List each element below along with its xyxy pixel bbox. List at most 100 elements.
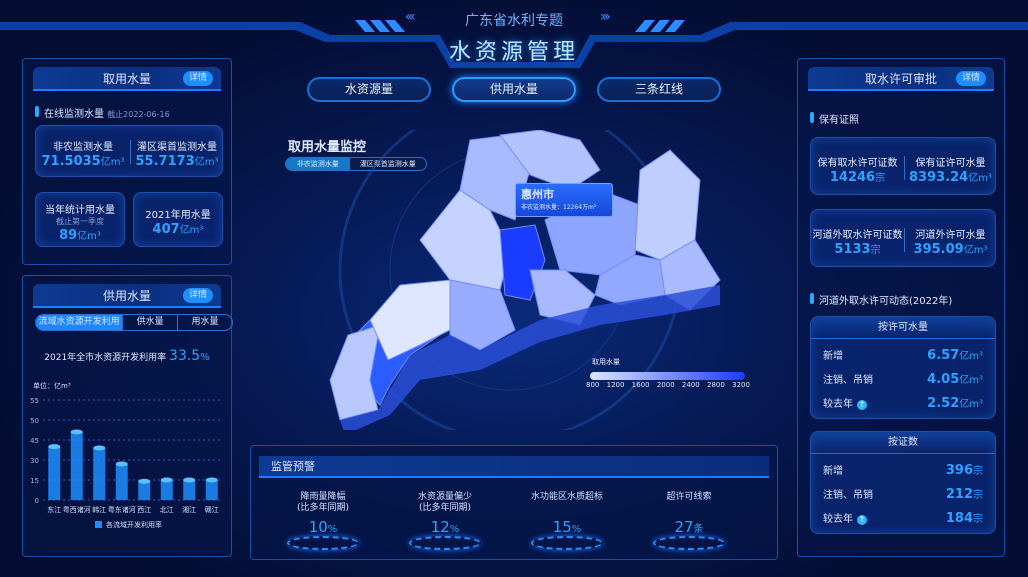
bar-cap <box>93 445 106 451</box>
stat-row: 注销、吊销 212宗 <box>823 486 983 502</box>
detail-button[interactable]: 详情 <box>183 71 213 86</box>
warning-sub <box>517 503 617 514</box>
bar-cap <box>138 478 151 484</box>
header-subtitle: 广东省水利专题 <box>465 13 563 29</box>
panel-header: 供用水量 详情 <box>33 284 221 308</box>
y-tick-label: 15 <box>30 477 39 485</box>
tab-basin-utilization[interactable]: 流域水资源开发利用 <box>36 315 123 330</box>
x-tick-label: 韩江 <box>92 505 106 514</box>
bar <box>205 480 218 500</box>
row-value: 2.52亿m³ <box>927 396 983 411</box>
warning-label: 水资源量偏少 <box>417 492 472 502</box>
legend-tick: 2400 <box>681 381 700 389</box>
y-tick-label: 0 <box>35 497 39 505</box>
y-tick-label: 30 <box>30 457 39 465</box>
section-title: 河道外取水许可动态(2022年) <box>810 292 952 307</box>
warning-item: 超许可线索 27条 <box>639 492 739 550</box>
header-decoration <box>0 20 1028 68</box>
arrow-up-icon: ↑ <box>857 400 867 410</box>
legend-tick: 1600 <box>631 381 650 389</box>
tab-use[interactable]: 用水量 <box>177 315 232 330</box>
x-tick-label: 赣江 <box>205 505 219 514</box>
supply-use-panel: 供用水量 详情 流域水资源开发利用 供水量 用水量 2021年全市水资源开发利用率… <box>22 275 233 557</box>
permit-approval-panel: 取水许可审批 详情 保有证照 保有取水许可证数 14246宗 保有证许可水量 8393… <box>797 58 1005 557</box>
tooltip-value: 非农监测水量：12264万m³ <box>521 204 597 211</box>
annual-stat-card: 当年统计用水量 截止第一季度 89亿m³ <box>35 192 125 247</box>
row-label: 新增 <box>823 466 843 477</box>
utilization-rate: 2021年全市水资源开发利用率 33.5% <box>44 348 210 364</box>
bar <box>183 480 196 500</box>
by-permit-count-box: 按证数 新增 396宗 注销、吊销 212宗 较去年 ↑ 184宗 <box>810 431 996 534</box>
divider <box>904 228 905 252</box>
box-title: 按许可水量 <box>811 317 995 339</box>
warning-item: 水功能区水质超标 15% <box>517 492 617 550</box>
offstream-permit-card: 河道外取水许可证数 5133宗 河道外许可水量 395.09亿m³ <box>810 209 996 267</box>
water-intake-panel: 取用水量 详情 在线监测水量 截止2022-06-16 非农监测水量 71.5035… <box>22 58 232 265</box>
stat-value: 14246宗 <box>829 170 886 185</box>
stat-row: 注销、吊销 4.05亿m³ <box>823 371 983 387</box>
row-value: 4.05亿m³ <box>927 372 983 387</box>
warning-sub: (比多年同期) <box>418 503 472 513</box>
bar <box>70 432 83 500</box>
ring-decoration <box>653 536 725 550</box>
panel-header: 取水许可审批 详情 <box>808 67 994 91</box>
warning-value: 10% <box>308 518 338 536</box>
bar <box>138 481 151 500</box>
stat-label: 保有证许可水量 <box>915 158 986 169</box>
panel-title: 取用水量 <box>102 72 151 86</box>
y-tick-label: 55 <box>30 397 39 405</box>
warning-value: 27条 <box>674 518 704 536</box>
tab-water-supply-use[interactable]: 供用水量 <box>452 77 576 102</box>
ring-decoration <box>531 536 603 550</box>
warning-sub: (比多年同期) <box>296 503 350 513</box>
ring-decoration <box>287 536 359 550</box>
tooltip-city: 惠州市 <box>521 188 554 201</box>
warning-label: 超许可线索 <box>666 492 712 502</box>
chevron-left-icon: ‹‹‹ <box>405 9 416 25</box>
row-label: 注销、吊销 <box>823 375 873 386</box>
detail-button[interactable]: 详情 <box>956 71 986 86</box>
permit-card: 保有取水许可证数 14246宗 保有证许可水量 8393.24亿m³ <box>810 137 996 195</box>
x-tick-label: 北江 <box>160 506 174 514</box>
bar-cap <box>160 477 173 483</box>
panel-title: 取水许可审批 <box>864 72 937 86</box>
tab-supply[interactable]: 供水量 <box>122 315 177 330</box>
year-2021-card: 2021年用水量 407亿m³ <box>133 192 223 247</box>
legend-tick: 2800 <box>707 381 725 389</box>
warning-label: 水功能区水质超标 <box>530 492 603 502</box>
bar <box>93 448 106 500</box>
tab-nonagri[interactable]: 非农监测水量 <box>286 158 350 170</box>
tab-three-red-lines[interactable]: 三条红线 <box>597 77 721 102</box>
stat-row: 较去年 ↑ 2.52亿m³ <box>823 395 983 411</box>
legend-tick: 3200 <box>732 381 750 389</box>
divider <box>130 140 131 164</box>
x-tick-label: 粤西诸河 <box>63 505 91 514</box>
y-axis-label: 单位：亿m³ <box>33 381 71 390</box>
bar <box>115 464 128 500</box>
row-label: 较去年 ↑ <box>823 514 867 525</box>
y-tick-label: 45 <box>30 437 39 445</box>
detail-button[interactable]: 详情 <box>183 288 213 303</box>
supply-tabs: 流域水资源开发利用 供水量 用水量 <box>35 314 233 331</box>
x-tick-label: 湘江 <box>182 505 196 514</box>
legend-swatch <box>95 521 102 528</box>
bar <box>160 480 173 500</box>
stat-label: 灌区渠首监测水量 <box>137 142 217 153</box>
warning-value: 12% <box>430 518 460 536</box>
stat-label: 河道外取水许可证数 <box>812 230 903 241</box>
ring-decoration <box>409 536 481 550</box>
tab-water-resources[interactable]: 水资源量 <box>307 77 431 102</box>
stat-value: 395.09亿m³ <box>913 242 988 257</box>
row-value: 6.57亿m³ <box>927 348 983 363</box>
warning-item: 降雨量降幅 (比多年同期) 10% <box>273 492 373 550</box>
guangdong-map <box>329 130 745 430</box>
supervision-warning-panel: 监管预警 降雨量降幅 (比多年同期) 10% 水资源量偏少 (比多年同期) 12% 水功能区… <box>250 445 778 560</box>
stat-value: 71.5035亿m³ <box>41 154 125 169</box>
map-tabs: 非农监测水量 灌区渠首监测水量 <box>285 157 427 171</box>
section-title: 在线监测水量 截止2022-06-16 <box>35 105 170 120</box>
tab-irrigation[interactable]: 灌区渠首监测水量 <box>349 158 426 170</box>
warning-value: 15% <box>552 518 582 536</box>
stat-note: 截止第一季度 <box>56 217 104 226</box>
stat-label: 当年统计用水量 <box>45 205 115 216</box>
section-label: 在线监测水量 <box>44 109 104 120</box>
